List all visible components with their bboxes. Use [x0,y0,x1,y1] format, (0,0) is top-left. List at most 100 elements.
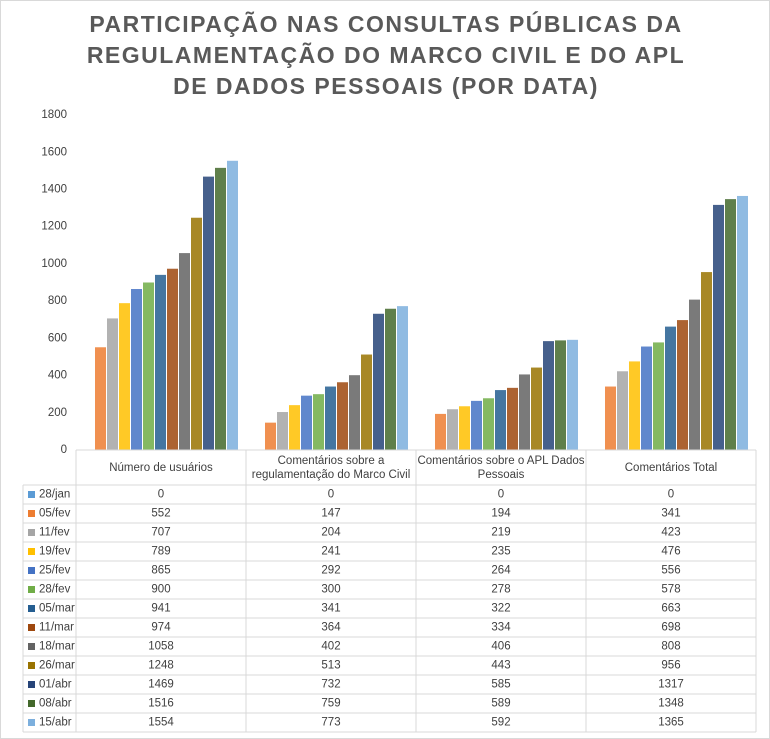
table-cell: 1348 [658,698,684,710]
legend-label: 11/fev [39,527,70,539]
y-tick-label: 800 [48,295,67,307]
bar [179,253,190,450]
table-cell: 300 [321,584,340,596]
table-cell: 1058 [148,641,174,653]
bar [483,398,494,450]
table-cell: 0 [328,489,334,501]
table-cell: 278 [491,584,510,596]
bar [737,195,748,450]
y-tick-label: 1800 [41,109,67,121]
legend-key [28,491,35,498]
table-cell: 707 [151,527,170,539]
bar [203,176,214,450]
legend-key [28,529,35,536]
table-cell: 204 [321,527,341,539]
table-cell: 341 [661,508,680,520]
bar [543,341,554,450]
table-cell: 773 [321,717,340,729]
bar [143,282,154,450]
table-cell: 974 [151,622,171,634]
legend-label: 26/mar [39,660,75,672]
table-cell: 423 [661,527,680,539]
table-cell: 578 [661,584,680,596]
bar [191,217,202,450]
table-cell: 865 [151,565,170,577]
legend-label: 01/abr [39,679,72,691]
bar [641,346,652,450]
table-cell: 476 [661,546,680,558]
bar [215,167,226,450]
bar [435,413,446,450]
table-cell: 1516 [148,698,174,710]
bar [665,326,676,450]
bar [397,306,408,450]
bar [373,313,384,450]
bar [325,386,336,450]
legend-key [28,681,35,688]
table-cell: 941 [151,603,170,615]
y-tick-label: 1600 [41,146,67,158]
table-cell: 1469 [148,679,174,691]
legend-label: 08/abr [39,698,72,710]
bar [131,289,142,450]
legend-label: 25/fev [39,565,71,577]
table-cell: 789 [151,546,170,558]
legend-key [28,624,35,631]
y-tick-label: 200 [48,407,67,419]
legend-label: 18/mar [39,641,75,653]
table-cell: 235 [491,546,510,558]
y-tick-label: 1200 [41,221,67,233]
legend-key [28,548,35,555]
chart-title: PARTICIPAÇÃO NAS CONSULTAS PÚBLICAS DA R… [86,11,686,99]
bar [119,303,130,450]
y-tick-label: 1400 [41,183,67,195]
table-cell: 402 [321,641,340,653]
legend-key [28,662,35,669]
legend-key [28,605,35,612]
bar [495,390,506,450]
x-tick-label: Comentários sobre o APL Dados Pessoais [417,455,585,481]
y-tick-label: 600 [48,332,67,344]
x-tick-label: Número de usuários [109,462,213,474]
bar [713,204,724,450]
table-cell: 292 [321,565,340,577]
table-cell: 1248 [148,660,174,672]
bar [227,160,238,451]
bar [531,367,542,450]
table-cell: 334 [491,622,511,634]
table-cell: 341 [321,603,340,615]
legend-label: 05/mar [39,603,75,615]
legend-label: 15/abr [39,717,72,729]
bar [507,387,518,450]
legend-label: 05/fev [39,508,71,520]
table-cell: 1554 [148,717,174,729]
bar [155,274,166,450]
legend-key [28,700,35,707]
legend-label: 11/mar [39,622,74,634]
bar [289,405,300,450]
legend-label: 19/fev [39,546,71,558]
bar [629,361,640,450]
bar [385,308,396,450]
table-cell: 1365 [658,717,684,729]
legend-key [28,567,35,574]
table-cell: 0 [498,489,504,501]
legend-label: 28/jan [39,489,70,501]
table-cell: 219 [491,527,510,539]
table-cell: 585 [491,679,510,691]
bar [653,342,664,450]
bar [265,422,276,450]
bar [459,406,470,450]
table-cell: 443 [491,660,510,672]
bar [567,339,578,450]
table-cell: 241 [321,546,340,558]
legend-key [28,719,35,726]
table-cell: 322 [491,603,510,615]
bar [337,382,348,450]
x-tick-label: Comentários Total [624,462,718,474]
table-cell: 194 [491,508,511,520]
bar [447,409,458,450]
bar [361,354,372,450]
bar [471,400,482,450]
